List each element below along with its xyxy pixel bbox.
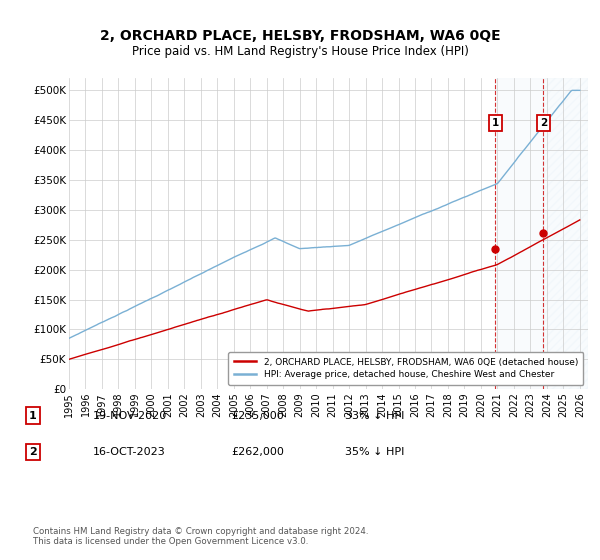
Text: 2: 2 (540, 118, 547, 128)
Text: 33% ↓ HPI: 33% ↓ HPI (345, 410, 404, 421)
Text: Contains HM Land Registry data © Crown copyright and database right 2024.
This d: Contains HM Land Registry data © Crown c… (33, 526, 368, 546)
Text: £262,000: £262,000 (231, 447, 284, 457)
Legend: 2, ORCHARD PLACE, HELSBY, FRODSHAM, WA6 0QE (detached house), HPI: Average price: 2, ORCHARD PLACE, HELSBY, FRODSHAM, WA6 … (229, 352, 583, 385)
Text: 16-OCT-2023: 16-OCT-2023 (93, 447, 166, 457)
Text: Price paid vs. HM Land Registry's House Price Index (HPI): Price paid vs. HM Land Registry's House … (131, 45, 469, 58)
Bar (544, 78, 588, 389)
Text: 1: 1 (492, 118, 499, 128)
Text: 1: 1 (29, 410, 37, 421)
Bar (496, 78, 544, 389)
Text: 35% ↓ HPI: 35% ↓ HPI (345, 447, 404, 457)
Text: 2, ORCHARD PLACE, HELSBY, FRODSHAM, WA6 0QE: 2, ORCHARD PLACE, HELSBY, FRODSHAM, WA6 … (100, 29, 500, 44)
Text: £235,000: £235,000 (231, 410, 284, 421)
Text: 2: 2 (29, 447, 37, 457)
Text: 19-NOV-2020: 19-NOV-2020 (93, 410, 167, 421)
